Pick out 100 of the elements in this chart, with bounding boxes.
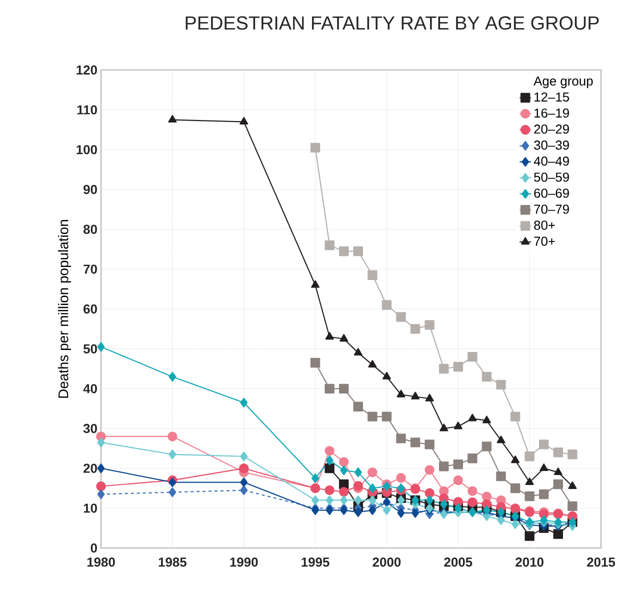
legend-label: 70+	[534, 236, 555, 246]
point	[168, 450, 176, 460]
point	[510, 483, 520, 494]
point	[425, 394, 434, 402]
point	[339, 246, 349, 256]
point	[353, 402, 363, 412]
point	[339, 486, 349, 497]
point	[240, 477, 248, 488]
point	[324, 384, 334, 394]
point	[539, 489, 549, 500]
point	[354, 467, 362, 478]
point	[482, 416, 491, 424]
point	[539, 440, 549, 450]
point	[512, 519, 520, 529]
x-tick-label: 2000	[372, 558, 401, 567]
point	[525, 477, 534, 485]
point	[240, 452, 248, 462]
point	[468, 486, 478, 496]
point	[340, 465, 348, 476]
point	[497, 515, 505, 525]
legend-label: 70–79	[534, 204, 569, 214]
point	[97, 463, 105, 474]
point	[482, 442, 492, 452]
point	[410, 324, 420, 334]
legend-label: 60–69	[534, 188, 569, 198]
point	[424, 440, 434, 450]
point	[424, 465, 434, 475]
point	[353, 481, 363, 491]
y-tick-label: 40	[83, 384, 97, 394]
point	[324, 240, 334, 250]
point	[382, 505, 390, 516]
point	[453, 475, 463, 486]
point	[440, 424, 448, 432]
legend-label: 50–59	[534, 172, 569, 182]
point	[468, 497, 478, 508]
point	[468, 454, 478, 464]
legend-label: 40–49	[534, 156, 569, 166]
x-tick-label: 1995	[302, 558, 330, 567]
y-axis-title: Deaths per million population	[58, 220, 72, 398]
point	[382, 372, 391, 380]
point	[439, 461, 449, 472]
point	[324, 446, 334, 456]
point	[540, 463, 548, 472]
point	[553, 529, 563, 539]
point	[382, 412, 392, 422]
point	[96, 481, 106, 492]
y-tick-label: 110	[77, 105, 97, 114]
point	[340, 334, 348, 342]
point	[168, 372, 176, 382]
point	[97, 489, 105, 500]
y-tick-label: 80	[83, 224, 97, 234]
point	[310, 142, 320, 153]
point	[411, 392, 420, 400]
point	[240, 116, 248, 124]
point	[524, 491, 534, 502]
point	[368, 412, 378, 422]
point	[368, 270, 378, 280]
point	[524, 531, 534, 541]
point	[354, 495, 362, 506]
point	[396, 390, 406, 398]
point	[568, 450, 578, 460]
y-tick-label: 120	[76, 65, 97, 75]
x-tick-label: 1990	[230, 558, 258, 567]
point	[568, 501, 578, 512]
legend-label: 80+	[534, 220, 555, 230]
point	[97, 342, 105, 352]
chart-title: PEDESTRIAN FATALITY RATE BY AGE GROUP	[186, 16, 599, 30]
point	[482, 372, 492, 382]
point	[568, 481, 577, 489]
point	[324, 485, 334, 496]
point	[468, 414, 477, 422]
point	[325, 332, 334, 340]
point	[326, 456, 334, 466]
point	[312, 473, 320, 484]
legend-label: 12–15	[534, 92, 570, 102]
point	[454, 422, 462, 430]
point	[97, 438, 105, 448]
point	[368, 360, 377, 368]
point	[396, 312, 406, 322]
point	[496, 436, 506, 444]
point	[310, 358, 320, 368]
x-tick-label: 1980	[87, 558, 115, 567]
y-tick-label: 60	[84, 304, 97, 314]
point	[553, 448, 563, 458]
point	[382, 300, 392, 310]
point	[368, 467, 378, 478]
point	[368, 495, 376, 506]
point	[554, 467, 562, 476]
point	[168, 432, 178, 442]
point	[168, 487, 176, 498]
point	[368, 505, 376, 516]
legend-title: Age group	[534, 76, 593, 88]
point	[453, 362, 463, 372]
point	[240, 485, 248, 496]
point	[524, 452, 534, 462]
y-tick-label: 10	[84, 504, 97, 513]
point	[339, 457, 349, 467]
y-tick-label: 70	[84, 264, 97, 274]
point	[396, 473, 406, 483]
point	[340, 495, 348, 506]
